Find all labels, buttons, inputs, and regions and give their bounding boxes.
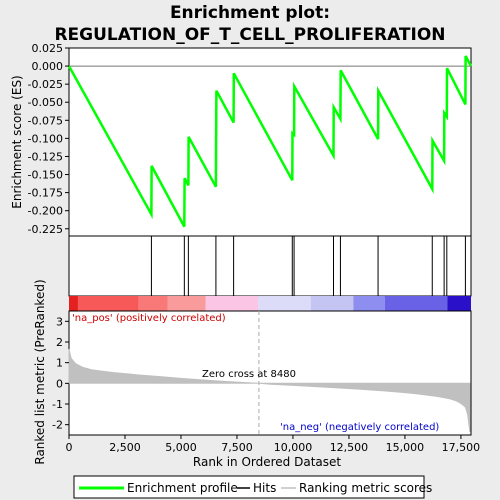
es-y-tick-label: 0.025 [32, 42, 64, 55]
color-bar-segment [353, 296, 385, 311]
legend-ranking-label: Ranking metric scores [299, 481, 432, 495]
es-y-axis-label: Enrichment score (ES) [10, 75, 24, 208]
color-bar-segment [258, 296, 311, 311]
es-y-tick-label: -0.100 [28, 132, 63, 145]
es-y-tick-label: -0.075 [28, 114, 63, 127]
color-bar-segment [167, 296, 206, 311]
ranked-y-axis-label: Ranked list metric (PreRanked) [33, 279, 47, 464]
chart-title-line2: REGULATION_OF_T_CELL_PROLIFERATION [54, 25, 445, 45]
es-y-tick-label: -0.225 [28, 223, 63, 236]
color-bar-segment [447, 296, 471, 311]
es-y-tick-label: -0.025 [28, 78, 63, 91]
legend-box [73, 475, 425, 499]
na-pos-label: 'na_pos' (positively correlated) [72, 313, 226, 324]
es-y-tick-label: -0.200 [28, 205, 63, 218]
hits-panel [68, 235, 472, 297]
chart-title-line1: Enrichment plot: [170, 3, 330, 23]
es-y-tick-label: -0.125 [28, 150, 63, 163]
x-tick-label: 10,000 [274, 441, 313, 454]
es-y-tick-label: -0.175 [28, 187, 63, 200]
color-bar-segment [77, 296, 139, 311]
ranking-metric-area [68, 349, 471, 432]
ranked-metric-panel [68, 310, 472, 436]
ranked-y-tick-label: 1 [56, 357, 63, 370]
x-tick-label: 15,000 [386, 441, 425, 454]
color-bar-segment [205, 296, 259, 311]
ranked-y-tick-label: 3 [56, 315, 63, 328]
x-tick-label: 7,500 [221, 441, 253, 454]
na-neg-label: 'na_neg' (negatively correlated) [280, 422, 439, 433]
x-tick-label: 17,500 [442, 441, 481, 454]
ranked-y-tick-label: 0 [56, 377, 63, 390]
x-tick-label: 12,500 [330, 441, 369, 454]
ranked-y-tick-label: -1 [52, 398, 63, 411]
x-tick-label: 0 [66, 441, 73, 454]
legend-enrichment-label: Enrichment profile [127, 481, 238, 495]
es-y-tick-label: 0.000 [32, 60, 64, 73]
ranked-y-tick-label: -2 [52, 419, 63, 432]
x-tick-label: 2,500 [109, 441, 141, 454]
zero-cross-label: Zero cross at 8480 [202, 369, 296, 380]
color-bar-segment [69, 296, 78, 311]
enrichment-profile-line [67, 55, 473, 228]
ranked-y-tick-label: 2 [56, 336, 63, 349]
x-axis-label: Rank in Ordered Dataset [193, 455, 341, 469]
color-bar-segment [310, 296, 354, 311]
es-y-tick-label: -0.050 [28, 96, 63, 109]
es-y-tick-label: -0.150 [28, 169, 63, 182]
x-tick-label: 5,000 [165, 441, 197, 454]
ranking-color-bar [69, 296, 471, 311]
color-bar-segment [384, 296, 448, 311]
legend-hits-label: Hits [253, 481, 276, 495]
color-bar-segment [138, 296, 168, 311]
